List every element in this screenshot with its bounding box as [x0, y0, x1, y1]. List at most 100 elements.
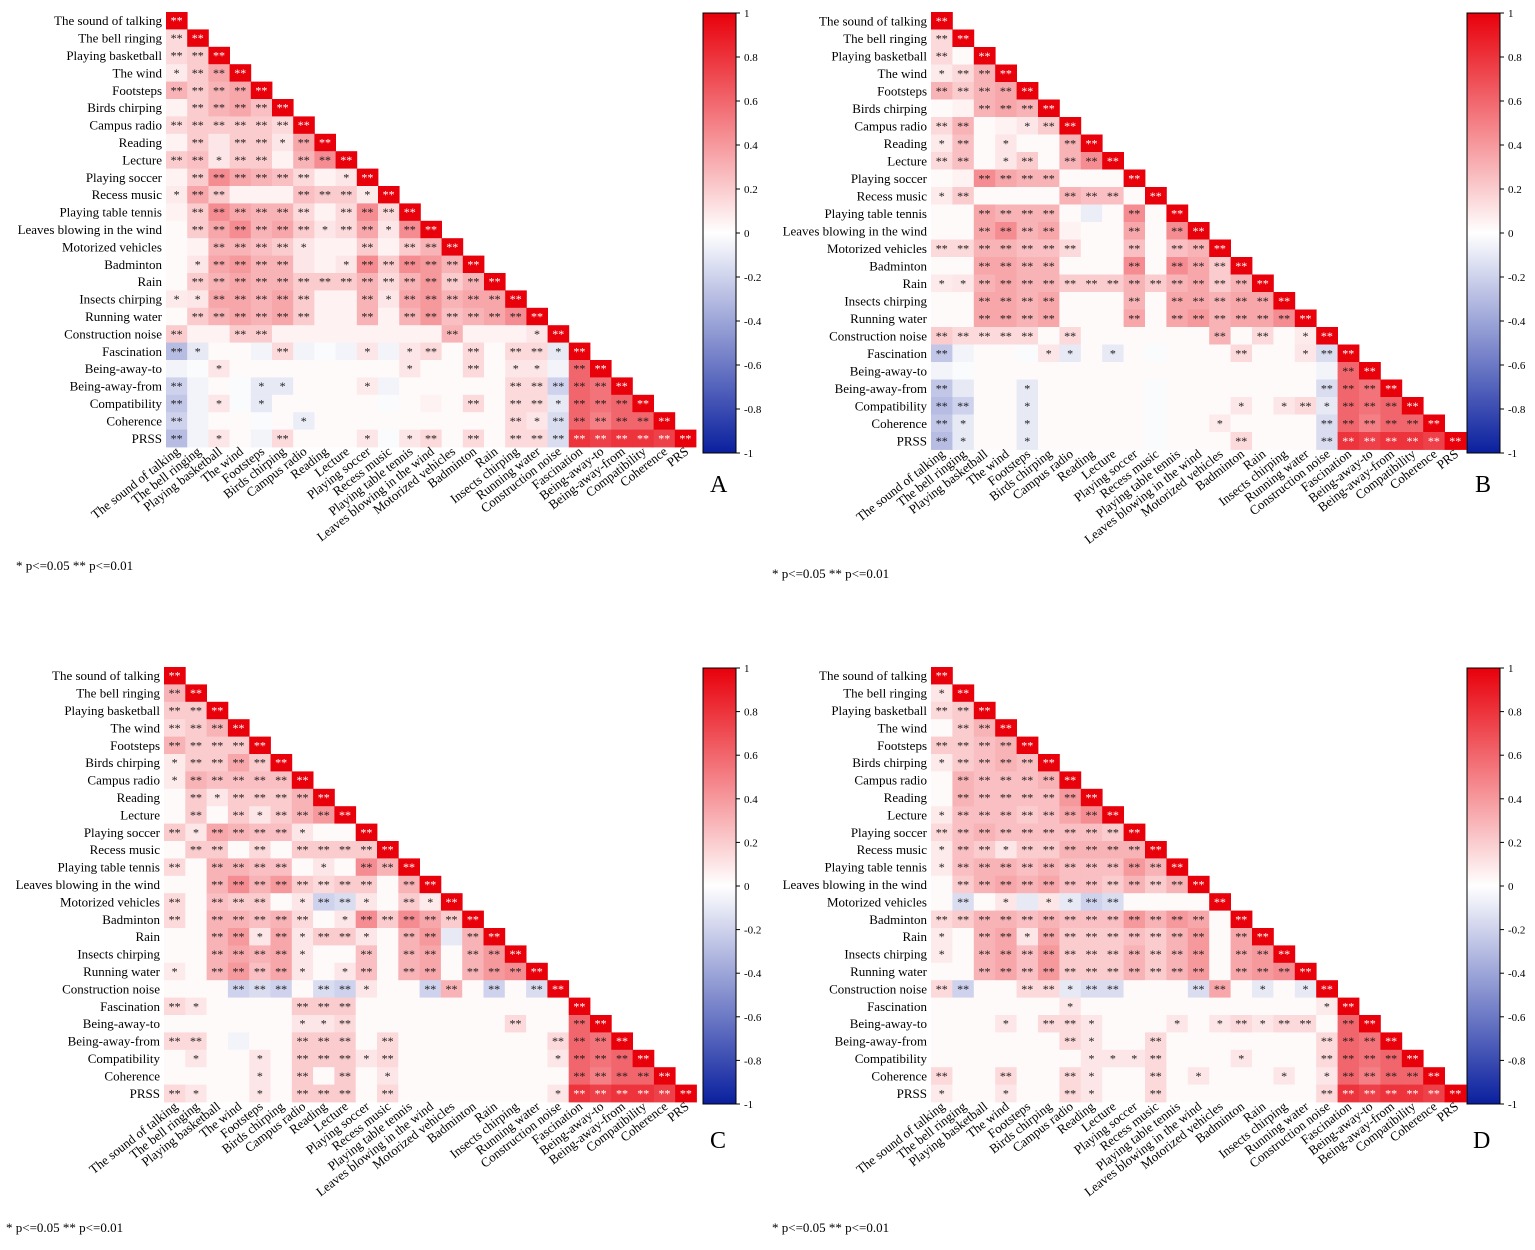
- significance-mark: **: [1193, 912, 1205, 926]
- significance-mark: **: [489, 275, 501, 289]
- significance-mark: **: [211, 860, 223, 874]
- significance-mark: **: [489, 292, 501, 306]
- heatmap-cell: [1016, 1084, 1039, 1103]
- significance-mark: **: [339, 1086, 351, 1100]
- heatmap-cell: [270, 1067, 293, 1085]
- row-label: Motorized vehicles: [62, 239, 162, 254]
- heatmap-cell: [355, 1067, 378, 1085]
- significance-mark: **: [1043, 878, 1055, 892]
- heatmap-cell: [931, 980, 953, 998]
- heatmap-cell: [484, 342, 506, 361]
- heatmap-cell: [206, 754, 229, 772]
- heatmap-cell: [995, 222, 1017, 240]
- heatmap-cell: [1038, 187, 1060, 205]
- significance-mark: **: [616, 431, 628, 445]
- heatmap-cell: [1252, 1015, 1274, 1033]
- heatmap-cell: [1102, 980, 1124, 998]
- heatmap-cell: [335, 394, 358, 413]
- heatmap-cell: [187, 377, 209, 396]
- heatmap-cell: [250, 186, 273, 204]
- heatmap-cell: [995, 82, 1017, 100]
- heatmap-cell: [187, 203, 209, 222]
- significance-mark: **: [192, 49, 204, 63]
- significance-mark: **: [1000, 276, 1012, 290]
- heatmap-cell: [1316, 379, 1338, 398]
- heatmap-cell: [1102, 257, 1124, 275]
- heatmap-cell: [291, 980, 314, 998]
- significance-mark: **: [936, 912, 948, 926]
- colorbar-tick-label: -0.6: [744, 360, 762, 372]
- significance-mark: **: [936, 14, 948, 28]
- significance-mark: *: [257, 808, 263, 822]
- heatmap-cell: [1016, 875, 1039, 894]
- heatmap-cell: [1252, 379, 1274, 398]
- significance-mark: **: [171, 327, 183, 341]
- significance-mark: **: [509, 965, 521, 979]
- colorbar-tick-label: -0.2: [744, 925, 761, 937]
- significance-mark: **: [190, 1034, 202, 1048]
- significance-mark: **: [979, 329, 991, 343]
- heatmap-cell: [1038, 257, 1060, 275]
- significance-mark: **: [936, 982, 948, 996]
- heatmap-cell: [441, 273, 464, 291]
- significance-mark: **: [1021, 878, 1033, 892]
- heatmap-cell: [1123, 292, 1146, 310]
- significance-mark: **: [233, 825, 245, 839]
- row-label: Playing soccer: [851, 171, 928, 186]
- heatmap-cell: [206, 701, 229, 720]
- significance-mark: **: [424, 930, 436, 944]
- row-label: Playing table tennis: [57, 860, 160, 875]
- row-label: Recess music: [92, 187, 163, 202]
- heatmap-cell: [313, 823, 335, 842]
- heatmap-cell: [1166, 1049, 1189, 1068]
- heatmap-cell: [1209, 309, 1231, 328]
- significance-mark: **: [234, 327, 246, 341]
- significance-mark: **: [254, 825, 266, 839]
- heatmap-cell: [1316, 362, 1338, 380]
- significance-mark: **: [361, 257, 373, 271]
- significance-mark: **: [213, 188, 225, 202]
- heatmap-cell: [973, 1049, 996, 1068]
- heatmap-cell: [377, 875, 399, 894]
- heatmap-cell: [355, 858, 378, 877]
- significance-mark: *: [1131, 1052, 1137, 1066]
- heatmap-cell: [377, 1067, 399, 1085]
- heatmap-cell: [568, 1084, 591, 1103]
- heatmap-cell: [440, 1032, 463, 1051]
- heatmap-cell: [313, 841, 335, 859]
- significance-mark: **: [296, 773, 308, 787]
- heatmap-cell: [1080, 788, 1103, 807]
- significance-mark: **: [339, 1034, 351, 1048]
- heatmap-cell: [1102, 928, 1124, 946]
- significance-mark: *: [216, 397, 222, 411]
- colorbar-tick-label: 0.6: [1508, 96, 1522, 108]
- colorbar-tick-label: 0.4: [744, 794, 758, 806]
- heatmap-cell: [484, 394, 506, 413]
- heatmap-cell: [995, 945, 1017, 964]
- heatmap-cell: [973, 823, 996, 842]
- significance-mark: **: [404, 275, 416, 289]
- heatmap-cell: [1016, 239, 1039, 258]
- heatmap-cell: [674, 429, 697, 448]
- heatmap-cell: [931, 910, 953, 929]
- colorbar-tick-label: 0: [1508, 881, 1514, 893]
- significance-mark: *: [1024, 399, 1030, 413]
- heatmap-cell: [334, 928, 357, 946]
- heatmap-cell: [206, 1084, 229, 1103]
- heatmap-cell: [1273, 362, 1296, 380]
- heatmap-cell: [1080, 414, 1103, 433]
- significance-mark: *: [555, 1052, 561, 1066]
- significance-mark: **: [936, 241, 948, 255]
- significance-mark: **: [957, 66, 969, 80]
- heatmap-cell: [462, 997, 484, 1016]
- colorbar-tick-label: 0.2: [744, 837, 758, 849]
- heatmap-cell: [1209, 414, 1231, 433]
- heatmap-cell: [208, 394, 230, 413]
- heatmap-cell: [1337, 344, 1360, 363]
- significance-mark: **: [234, 66, 246, 80]
- heatmap-cell: [272, 116, 294, 135]
- row-label: Leaves blowing in the wind: [783, 877, 928, 892]
- heatmap-cell: [356, 342, 379, 361]
- significance-mark: **: [979, 311, 991, 325]
- heatmap-cell: [1187, 274, 1210, 293]
